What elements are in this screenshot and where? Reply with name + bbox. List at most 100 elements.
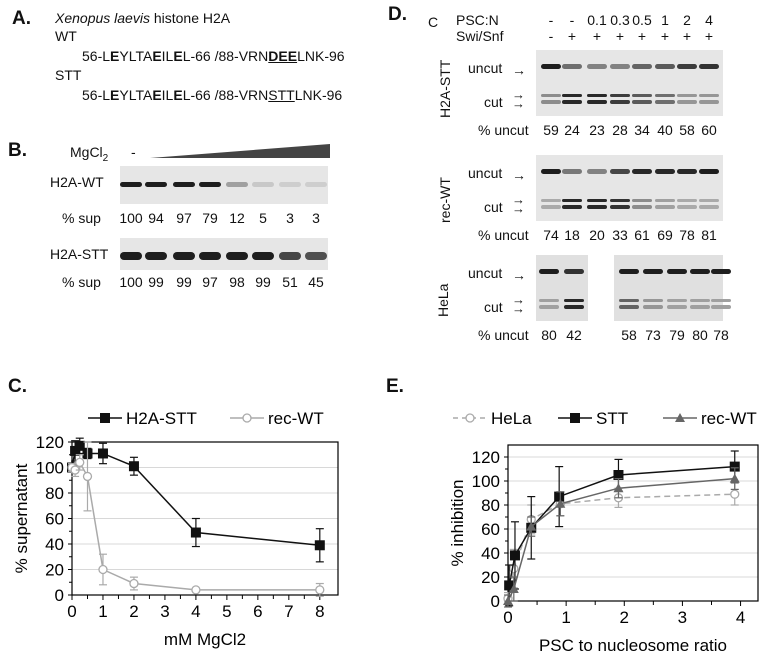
cut-band (632, 94, 652, 97)
gel-row-label: H2A-WT (50, 174, 104, 190)
value-cell: 69 (657, 227, 673, 243)
gel-image (536, 155, 723, 221)
value-cell: 79 (202, 210, 218, 226)
x-tick-label: 2 (129, 602, 138, 621)
cut-band (610, 100, 630, 104)
legend-label: rec-WT (268, 409, 324, 428)
value-cell: 61 (634, 227, 650, 243)
uncut-band (541, 64, 561, 69)
circle-marker (98, 564, 108, 575)
psc-ratio-value: - (569, 12, 575, 28)
x-tick-label: 5 (222, 602, 231, 621)
cut-band (541, 100, 561, 104)
y-tick-label: 20 (481, 568, 500, 587)
cut-band (711, 299, 731, 302)
x-tick-label: 0 (503, 608, 512, 627)
value-row-label: % sup (62, 210, 101, 226)
value-cell: 99 (255, 274, 271, 290)
sequence-segment: 56-L (82, 87, 111, 103)
value-cell: 51 (282, 274, 298, 290)
cut-band (643, 299, 663, 302)
gel-band (226, 252, 248, 260)
value-cell: 34 (634, 122, 650, 138)
uncut-band (564, 269, 584, 274)
uncut-arrow-icon: → (512, 62, 526, 78)
cut-label: cut (484, 94, 503, 110)
value-cell: 73 (645, 327, 661, 343)
x-tick-label: 4 (736, 608, 745, 627)
value-row-label: % uncut (478, 327, 529, 343)
value-cell: 100 (119, 274, 143, 290)
value-cell: 23 (589, 122, 605, 138)
cut-label: cut (484, 299, 503, 315)
y-tick-label: 40 (481, 544, 500, 563)
x-tick-label: 3 (678, 608, 687, 627)
uncut-arrow-icon: → (512, 167, 526, 183)
cut-band (610, 199, 630, 202)
value-cell: 99 (176, 274, 192, 290)
swi-snf-label: Swi/Snf (456, 28, 504, 44)
cut-label: cut (484, 199, 503, 215)
cut-band (632, 100, 652, 104)
cut-arrow-icon: → (512, 87, 525, 102)
value-cell: 24 (564, 122, 580, 138)
triangle-marker (555, 498, 566, 508)
plot-frame (71, 441, 339, 596)
sequence-segment: IL (161, 48, 174, 64)
value-cell: 100 (119, 210, 143, 226)
cut-band (711, 305, 731, 309)
y-tick-label: 60 (481, 520, 500, 539)
uncut-band (667, 269, 687, 274)
stt-sequence: 56-LEYLTAEILEL-66 /88-VRNSTTLNK-96 (82, 87, 342, 103)
cut-band (539, 305, 559, 309)
gel-band (199, 182, 221, 187)
cut-arrow-icon: → (512, 201, 525, 216)
cut-band (655, 199, 675, 202)
psc-ratio-value: 0.1 (587, 12, 607, 28)
cut-band (619, 305, 639, 309)
value-cell: 3 (286, 210, 294, 226)
square-marker (74, 440, 85, 451)
cut-band (587, 205, 607, 209)
x-tick-label: 6 (253, 602, 262, 621)
cut-band (539, 299, 559, 302)
value-cell: 74 (543, 227, 559, 243)
x-tick-label: 4 (191, 602, 200, 621)
cut-band (564, 305, 584, 309)
square-marker (97, 448, 108, 459)
gel-band (226, 182, 248, 187)
cut-band (610, 205, 630, 209)
gel-band (145, 252, 167, 260)
uncut-band (541, 169, 561, 174)
value-cell: 60 (701, 122, 717, 138)
value-cell: 80 (541, 327, 557, 343)
cut-band (541, 94, 561, 97)
x-tick-label: 0 (67, 602, 76, 621)
cut-band (610, 94, 630, 97)
cut-band (690, 305, 710, 309)
gel-band (279, 182, 301, 187)
circle-marker (242, 413, 252, 423)
swi-snf-value: + (682, 28, 692, 44)
chart-c-supernatant: 0 20 40 60 80 100 120 0 1 2 3 4 5 6 7 8 mM MgCl2 % supern… (12, 409, 339, 649)
y-tick-label: 100 (472, 472, 500, 491)
value-cell: 98 (229, 274, 245, 290)
plot-frame (507, 444, 759, 602)
circle-marker (509, 563, 519, 574)
sequence-segment: E (152, 48, 162, 64)
cut-band (655, 100, 675, 104)
uncut-band (690, 269, 710, 274)
uncut-band (539, 269, 559, 274)
cut-arrow-icon: → (512, 96, 525, 111)
uncut-band (655, 169, 675, 174)
cut-arrow-icon: → (512, 301, 525, 316)
uncut-band (699, 169, 719, 174)
cut-band (632, 199, 652, 202)
x-tick-label: 7 (284, 602, 293, 621)
series-line-HeLa (507, 493, 735, 599)
triangle-marker (503, 596, 513, 605)
cut-arrow-icon: → (512, 192, 525, 207)
square-marker (314, 540, 325, 551)
mgcl2-subscript: 2 (102, 152, 109, 164)
y-tick-label: 120 (36, 433, 64, 452)
